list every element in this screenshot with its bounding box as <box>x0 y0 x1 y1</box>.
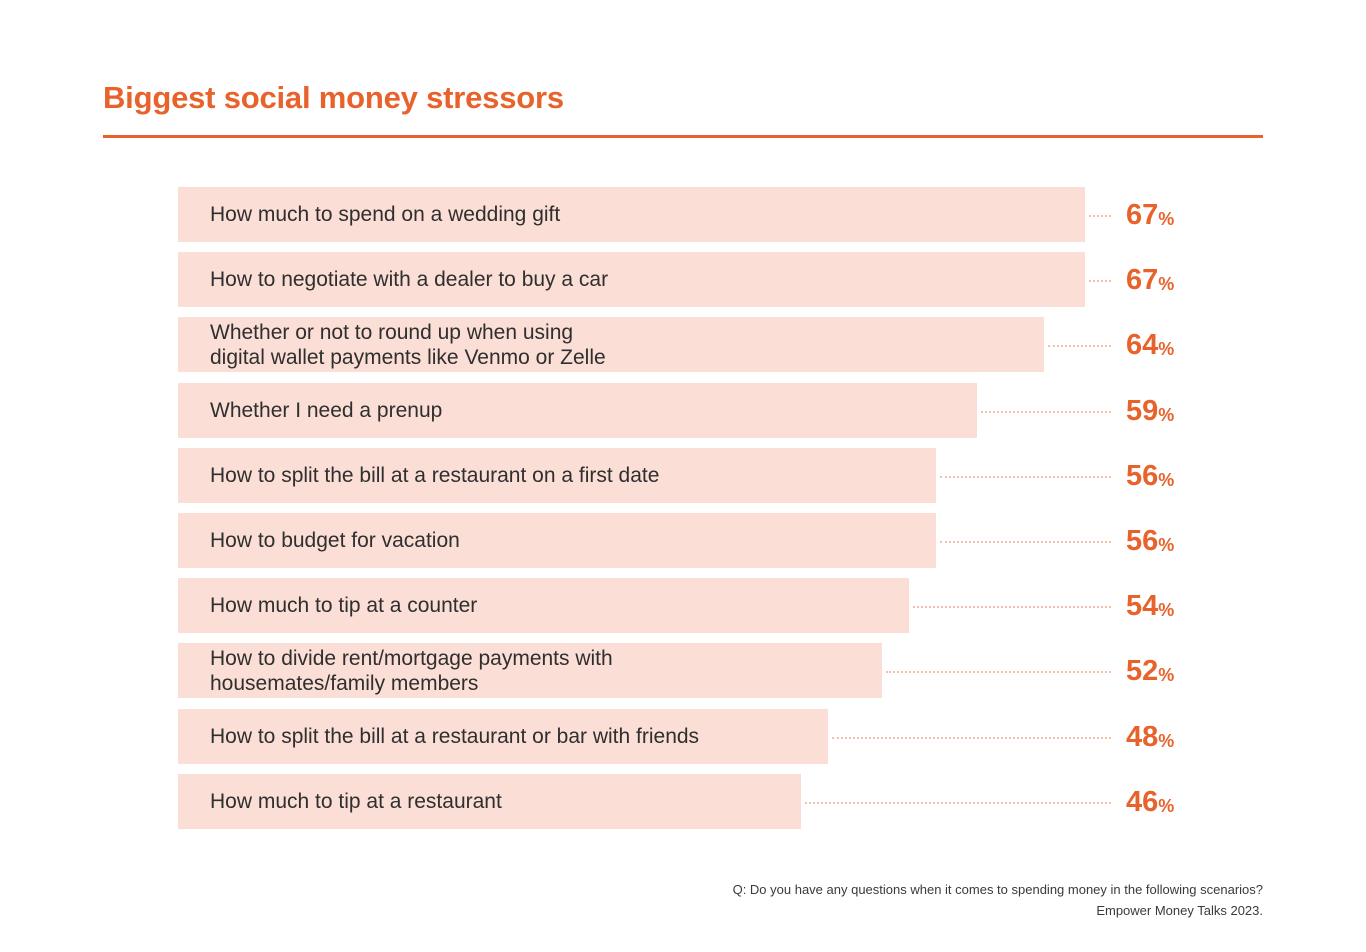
leader-line <box>832 737 1111 739</box>
bar <box>178 709 828 764</box>
bar-label: How much to tip at a counter <box>210 594 478 617</box>
leader-line <box>940 476 1111 478</box>
bar <box>178 383 977 438</box>
value-label: 48% <box>1126 710 1174 765</box>
percent-sign: % <box>1158 600 1175 620</box>
leader-line <box>913 606 1111 608</box>
value-label: 54% <box>1126 579 1174 634</box>
percent-sign: % <box>1158 339 1175 359</box>
bar <box>178 252 1085 307</box>
value-number: 46 <box>1126 786 1159 818</box>
value-number: 67 <box>1126 264 1159 296</box>
leader-line <box>1048 345 1111 347</box>
percent-sign: % <box>1158 274 1175 294</box>
leader-line <box>1089 215 1111 217</box>
value-label: 46% <box>1126 775 1174 830</box>
value-label: 67% <box>1126 253 1174 308</box>
percent-sign: % <box>1158 731 1175 751</box>
leader-line <box>1089 280 1111 282</box>
chart-title: Biggest social money stressors <box>103 80 564 115</box>
percent-sign: % <box>1158 665 1175 685</box>
bar-label: How to split the bill at a restaurant or… <box>210 725 700 748</box>
bar-label: Whether I need a prenup <box>210 399 443 422</box>
bar <box>178 774 801 829</box>
bar-label: How to split the bill at a restaurant on… <box>210 464 660 487</box>
percent-sign: % <box>1158 796 1175 816</box>
leader-line <box>981 411 1111 413</box>
bar <box>178 643 882 698</box>
bar-label: How much to tip at a restaurant <box>210 790 502 813</box>
percent-sign: % <box>1158 535 1175 555</box>
value-label: 56% <box>1126 514 1174 569</box>
percent-sign: % <box>1158 405 1175 425</box>
value-number: 54 <box>1126 590 1159 622</box>
value-number: 52 <box>1126 655 1159 687</box>
value-number: 56 <box>1126 525 1159 557</box>
bar <box>178 187 1085 242</box>
value-label: 59% <box>1126 384 1174 439</box>
footnote-source: Empower Money Talks 2023. <box>1096 903 1263 918</box>
bar-label: How to budget for vacation <box>210 529 460 552</box>
bar-label: How to divide rent/mortgage payments wit… <box>210 646 613 695</box>
percent-sign: % <box>1158 209 1175 229</box>
bar <box>178 448 936 503</box>
leader-line <box>886 671 1111 673</box>
value-number: 64 <box>1126 329 1159 361</box>
value-label: 67% <box>1126 188 1174 243</box>
value-number: 56 <box>1126 460 1159 492</box>
footnote-question: Q: Do you have any questions when it com… <box>732 882 1263 897</box>
percent-sign: % <box>1158 470 1175 490</box>
value-number: 67 <box>1126 199 1159 231</box>
value-number: 48 <box>1126 721 1159 753</box>
bar <box>178 578 909 633</box>
value-label: 52% <box>1126 644 1174 699</box>
value-label: 64% <box>1126 318 1174 373</box>
value-number: 59 <box>1126 395 1159 427</box>
bar-label: Whether or not to round up when using di… <box>210 320 606 369</box>
leader-line <box>940 541 1111 543</box>
value-label: 56% <box>1126 449 1174 504</box>
title-divider <box>103 135 1263 138</box>
leader-line <box>805 802 1111 804</box>
bar <box>178 513 936 568</box>
footnote: Q: Do you have any questions when it com… <box>733 879 1263 921</box>
bar <box>178 317 1044 372</box>
bar-label: How to negotiate with a dealer to buy a … <box>210 268 609 291</box>
bar-label: How much to spend on a wedding gift <box>210 203 561 226</box>
